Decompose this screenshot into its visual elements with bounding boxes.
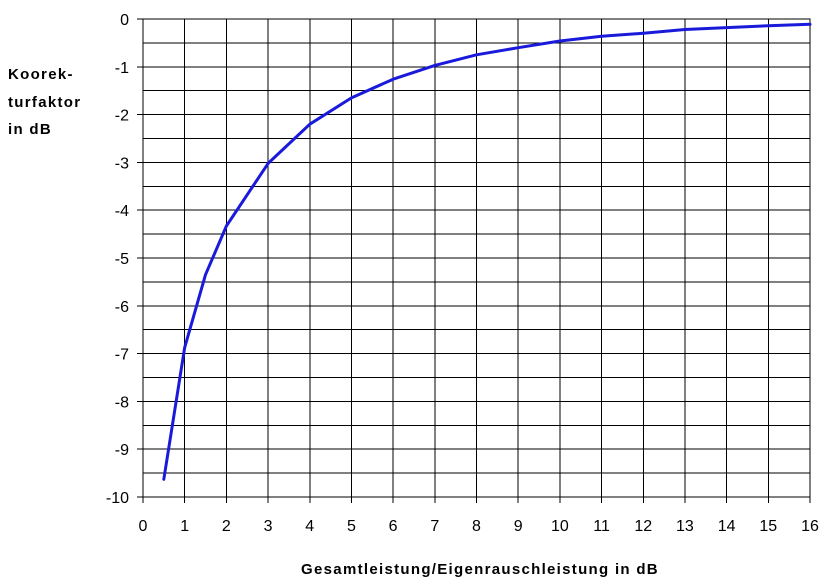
y-tick-label: -6 xyxy=(115,299,129,316)
y-tick-label: -1 xyxy=(115,60,129,77)
x-tick-label: 10 xyxy=(551,518,569,535)
y-tick-label: -3 xyxy=(115,155,129,172)
y-tick-label: -8 xyxy=(115,394,129,411)
x-tick-label: 13 xyxy=(676,518,694,535)
x-tick-label: 7 xyxy=(430,518,439,535)
y-tick-label: -2 xyxy=(115,108,129,125)
x-tick-label: 16 xyxy=(801,518,819,535)
y-tick-label: -5 xyxy=(115,251,129,268)
grid xyxy=(137,18,811,503)
y-tick-label: -9 xyxy=(115,442,129,459)
x-tick-label: 12 xyxy=(634,518,652,535)
y-axis-label-line-2: turfaktor xyxy=(8,94,81,111)
x-tick-label: 6 xyxy=(389,518,398,535)
x-tick-label: 11 xyxy=(593,518,610,535)
x-axis-ticks: 0 1 2 3 4 5 6 7 8 9 10 11 12 13 14 15 16 xyxy=(139,518,819,535)
x-tick-label: 14 xyxy=(718,518,736,535)
series-line-0 xyxy=(162,22,812,481)
y-tick-label: 0 xyxy=(120,12,129,29)
series-layer xyxy=(162,22,812,481)
x-axis-label: Gesamtleistung/Eigenrauschleistung in dB xyxy=(301,561,659,578)
x-tick-label: 4 xyxy=(305,518,314,535)
y-axis-ticks: 0 -1 -2 -3 -4 -5 -6 -7 -8 -9 -10 xyxy=(106,12,129,507)
x-tick-label: 1 xyxy=(180,518,189,535)
x-tick-label: 2 xyxy=(222,518,231,535)
y-axis-label: Koorek- turfaktor in dB xyxy=(8,66,81,138)
y-axis-label-line-1: Koorek- xyxy=(8,66,74,83)
x-tick-label: 5 xyxy=(347,518,356,535)
y-tick-label: -10 xyxy=(106,490,129,507)
plot-frame xyxy=(142,18,811,498)
x-tick-label: 9 xyxy=(514,518,523,535)
x-tick-label: 3 xyxy=(264,518,273,535)
y-tick-label: -7 xyxy=(115,347,129,364)
x-tick-label: 15 xyxy=(759,518,777,535)
y-axis-label-line-3: in dB xyxy=(8,121,52,138)
x-tick-label: 0 xyxy=(139,518,148,535)
x-tick-label: 8 xyxy=(472,518,481,535)
y-tick-label: -4 xyxy=(115,203,129,220)
